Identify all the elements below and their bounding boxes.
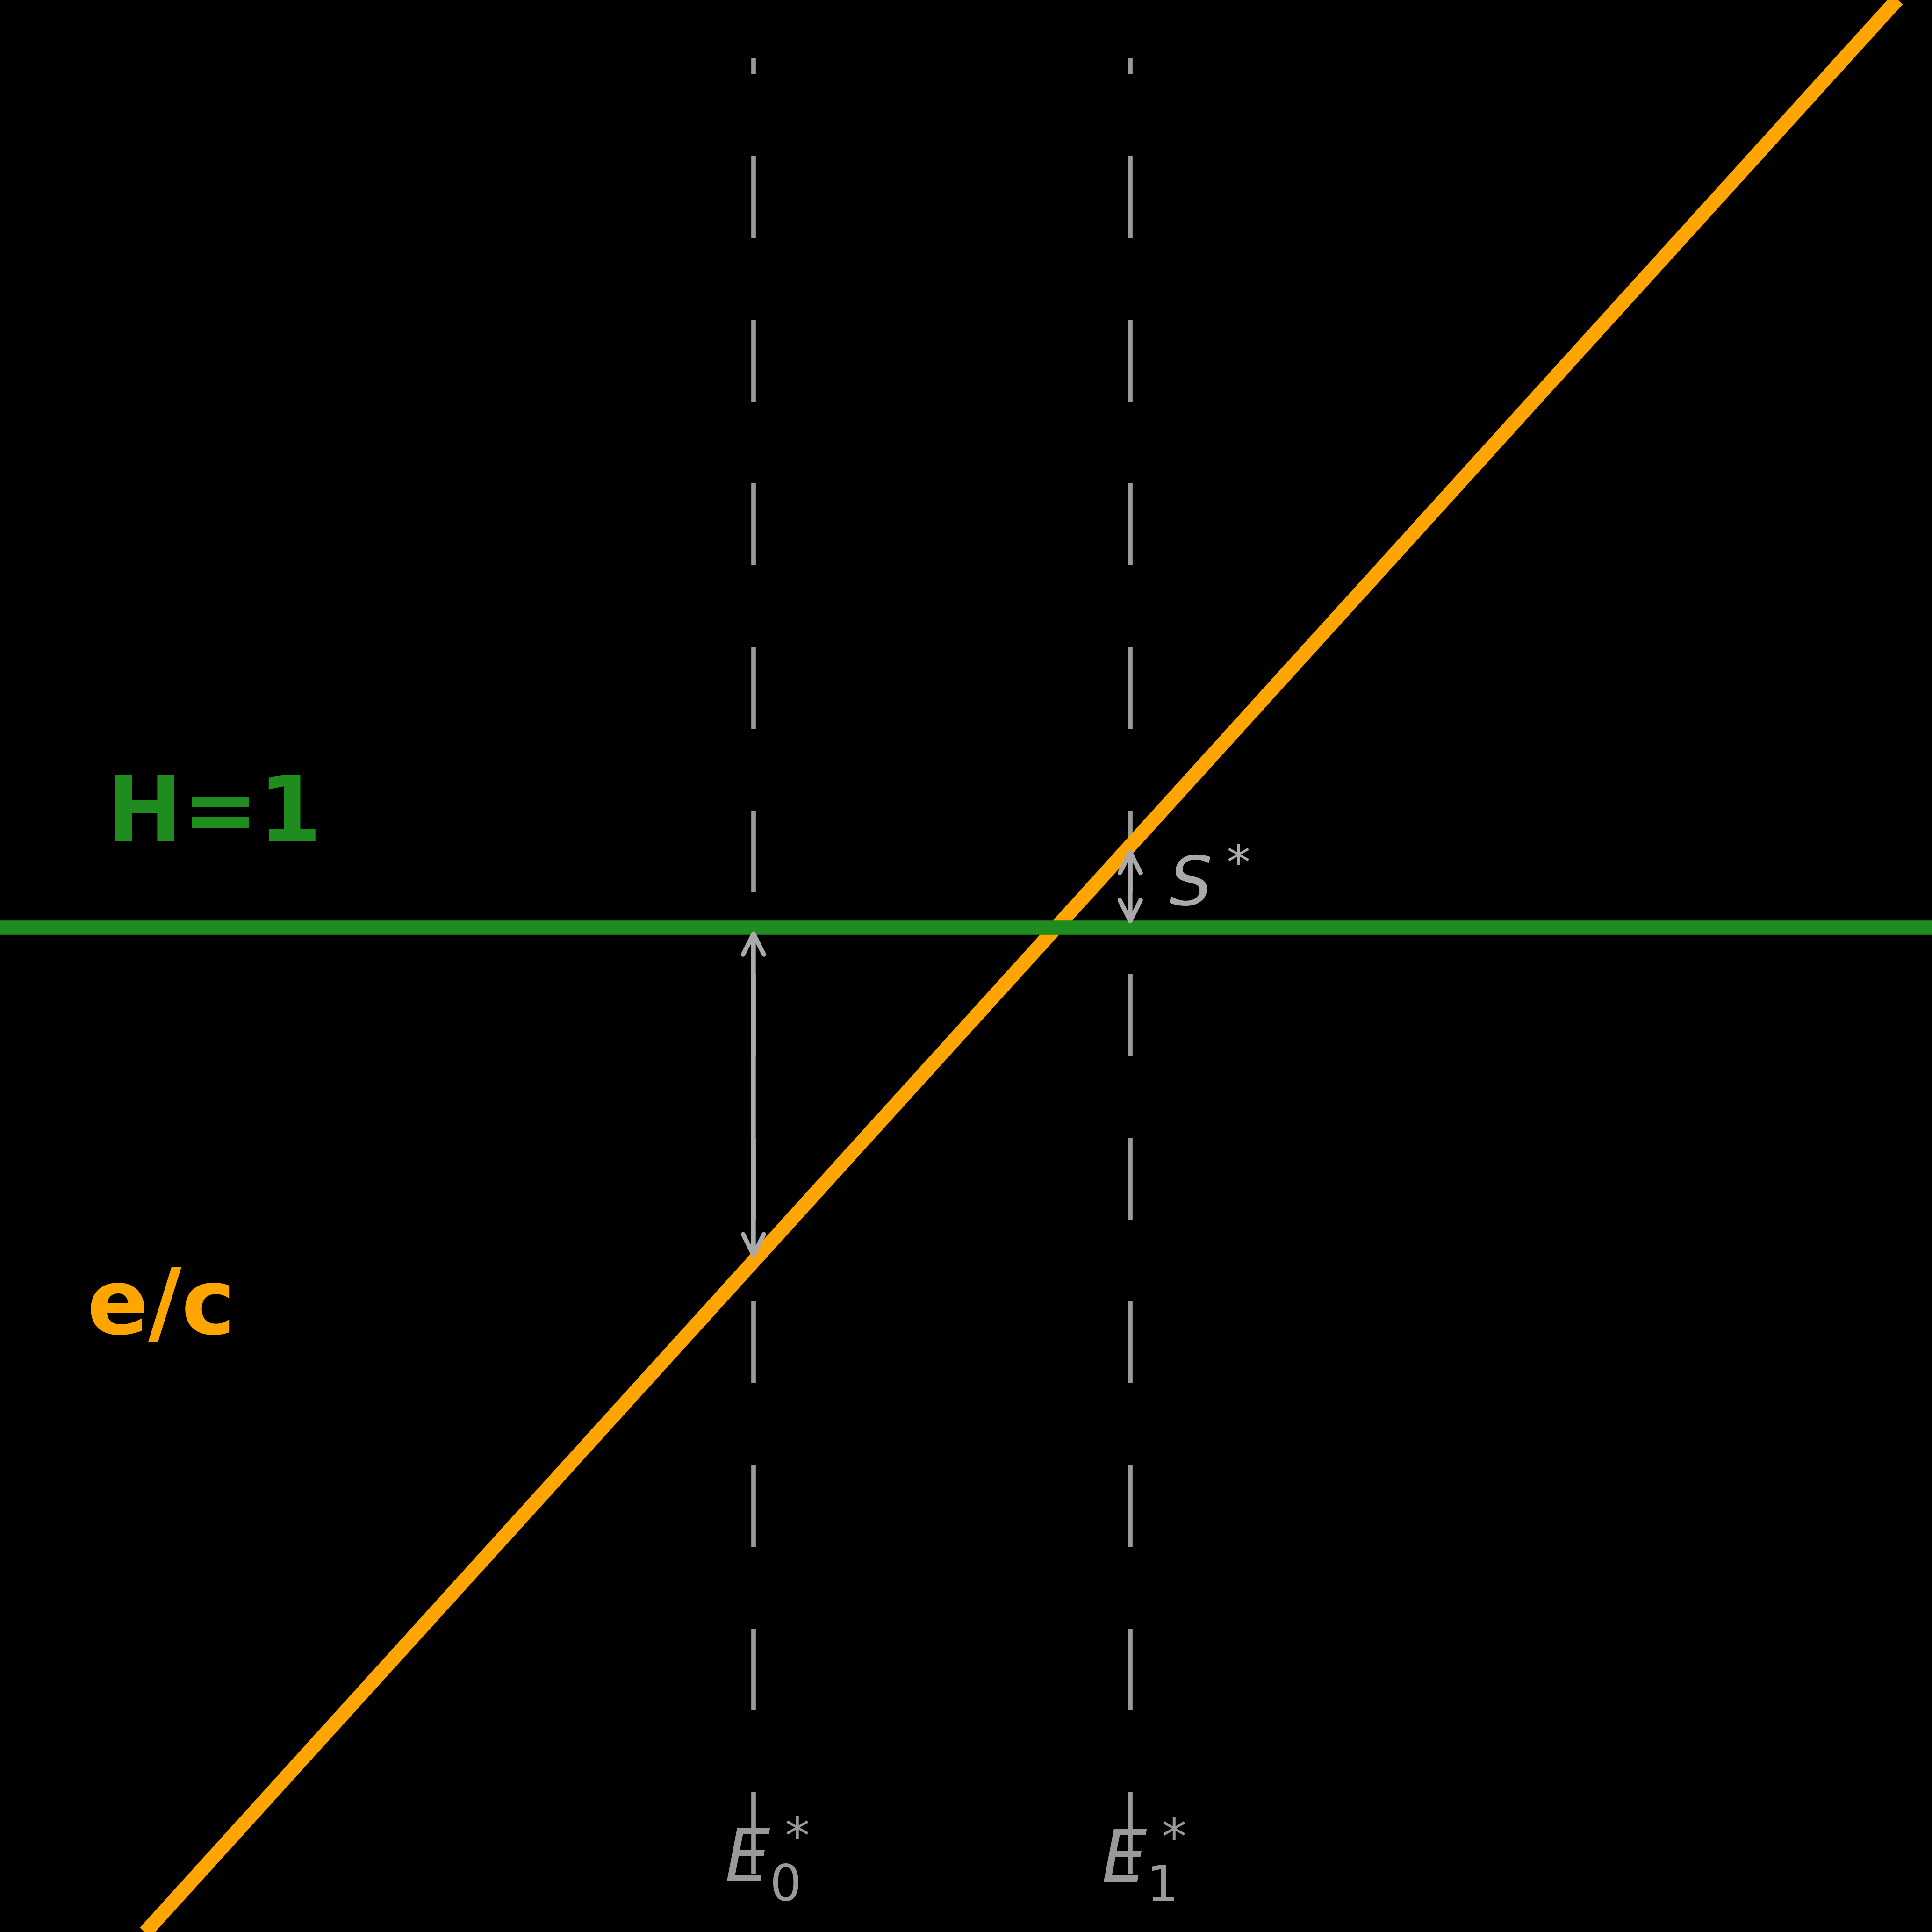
- Text: $E_1^*$: $E_1^*$: [1101, 1816, 1186, 1903]
- Text: $E_0^*$: $E_0^*$: [724, 1816, 810, 1903]
- Text: H=1: H=1: [106, 773, 323, 860]
- Text: $S^*$: $S^*$: [1169, 854, 1250, 920]
- Text: e/c: e/c: [87, 1265, 236, 1352]
